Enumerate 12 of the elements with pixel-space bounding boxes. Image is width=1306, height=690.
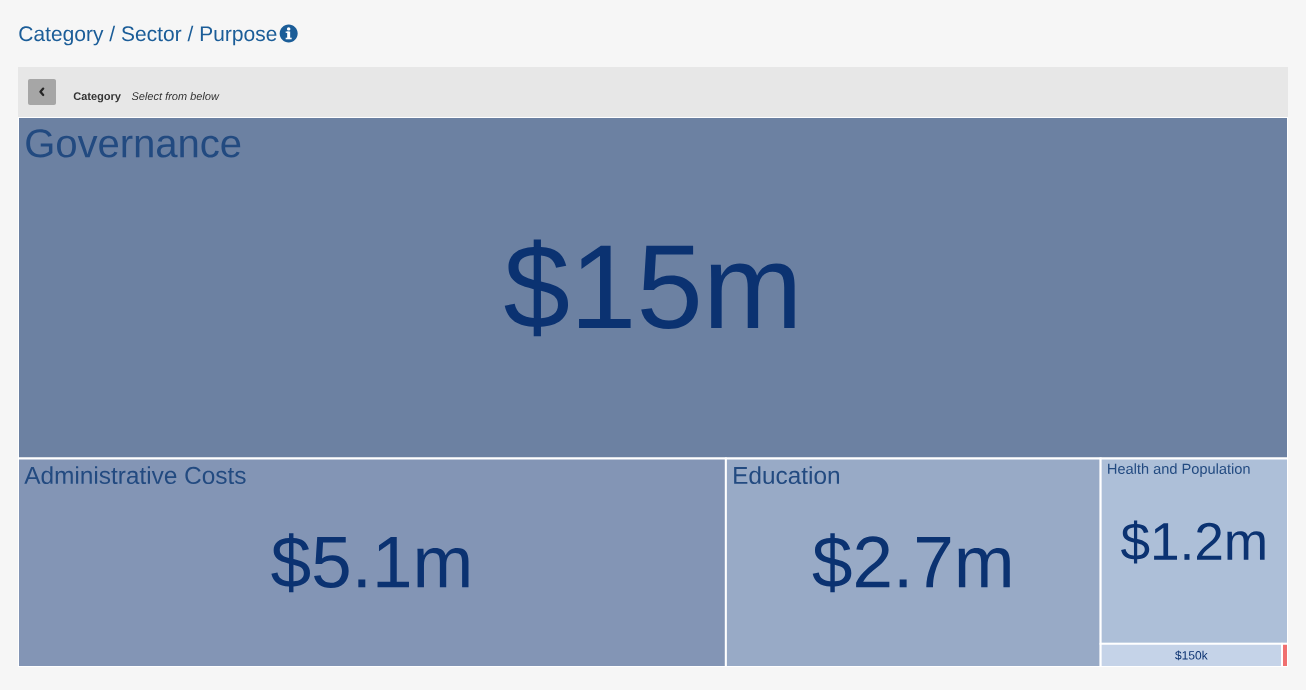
data-label: $2.7m	[812, 533, 1010, 593]
category-label: Governance	[26, 129, 241, 158]
category-label: Administrative Costs	[24, 466, 246, 485]
category-label: Health and Population	[1108, 463, 1250, 477]
text: Category / Sector / Purpose	[19, 25, 277, 46]
text: Select from below	[131, 92, 220, 101]
category-label: Education	[734, 466, 840, 485]
data-label: $15m	[504, 239, 795, 337]
data-label: $5.1m	[271, 533, 469, 593]
text: Category	[73, 92, 121, 103]
data-label: $1.2m	[1121, 520, 1265, 564]
data-label: $150k	[1175, 650, 1208, 661]
